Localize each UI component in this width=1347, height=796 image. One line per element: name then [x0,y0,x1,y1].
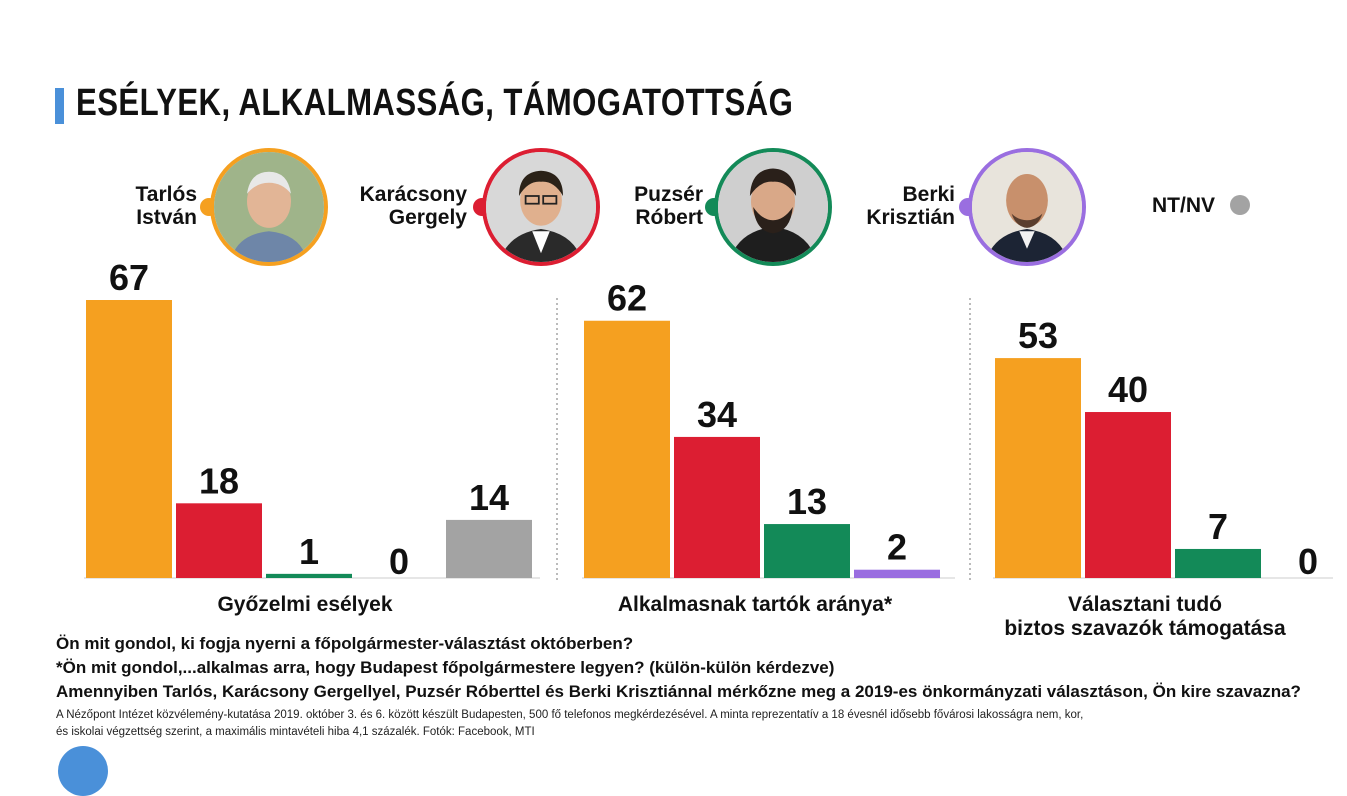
bar-label-1-1: 67 [109,257,149,298]
methodology-note-1: A Nézőpont Intézet közvélemény-kutatása … [56,709,1084,721]
bar-label-3-2: 40 [1108,369,1148,410]
bar-label-2-2: 34 [697,394,737,435]
bar-label-3-3: 7 [1208,506,1228,547]
legend-name-ntnv: NT/NV [1152,194,1215,217]
question-2: *Ön mit gondol,...alkalmas arra, hogy Bu… [56,658,835,677]
bar-label-1-5: 14 [469,477,509,518]
question-1: Ön mit gondol, ki fogja nyerni a főpolgá… [56,634,634,653]
photo-tarlos [210,148,328,266]
bar-label-3-1: 53 [1018,315,1058,356]
bar-label-2-1: 62 [607,278,647,319]
bar-2-4 [854,569,940,578]
panel-title-chances: Győzelmi esélyek [217,593,393,616]
bar-label-1-3: 1 [299,531,319,572]
photo-berki [968,148,1086,266]
legend-dot-ntnv [1230,195,1250,215]
methodology-note-2: és iskolai végzettség szerint, a maximál… [56,726,535,738]
photo-karacsony [482,148,600,266]
title-accent-bar [55,88,64,124]
person-icon [718,152,828,262]
logo-circle [58,746,108,796]
bar-label-2-4: 2 [887,527,907,568]
bar-3-2 [1085,412,1171,578]
panel-title-support: Választani tudó biztos szavazók támogatá… [1004,593,1286,640]
legend-name-karacsony: Karácsony Gergely [359,183,467,229]
bar-3-1 [995,358,1081,578]
bar-label-3-4: 0 [1298,541,1318,582]
bar-2-1 [584,320,670,578]
bar-1-3 [266,573,352,578]
bar-label-1-2: 18 [199,460,239,501]
legend-name-puzser: Puzsér Róbert [634,183,703,229]
bar-1-2 [176,503,262,578]
photo-puzser [714,148,832,266]
person-icon [972,152,1082,262]
bar-label-2-3: 13 [787,481,827,522]
question-3: Amennyiben Tarlós, Karácsony Gergellyel,… [56,682,1301,701]
bar-label-1-4: 0 [389,541,409,582]
person-icon [214,152,324,262]
legend-name-tarlos: Tarlós István [135,183,197,229]
bar-1-1 [86,300,172,578]
bar-2-2 [674,436,760,578]
panel-title-suitability: Alkalmasnak tartók aránya* [617,593,893,616]
bar-chart: 67 18 1 0 14 62 34 13 2 53 40 7 0 [84,257,1333,582]
bar-1-5 [446,519,532,578]
bar-3-3 [1175,548,1261,578]
bar-2-3 [764,524,850,578]
page-title: ESÉLYEK, ALKALMASSÁG, TÁMOGATOTTSÁG [76,82,794,124]
person-icon [486,152,596,262]
legend-name-berki: Berki Krisztián [866,183,955,229]
